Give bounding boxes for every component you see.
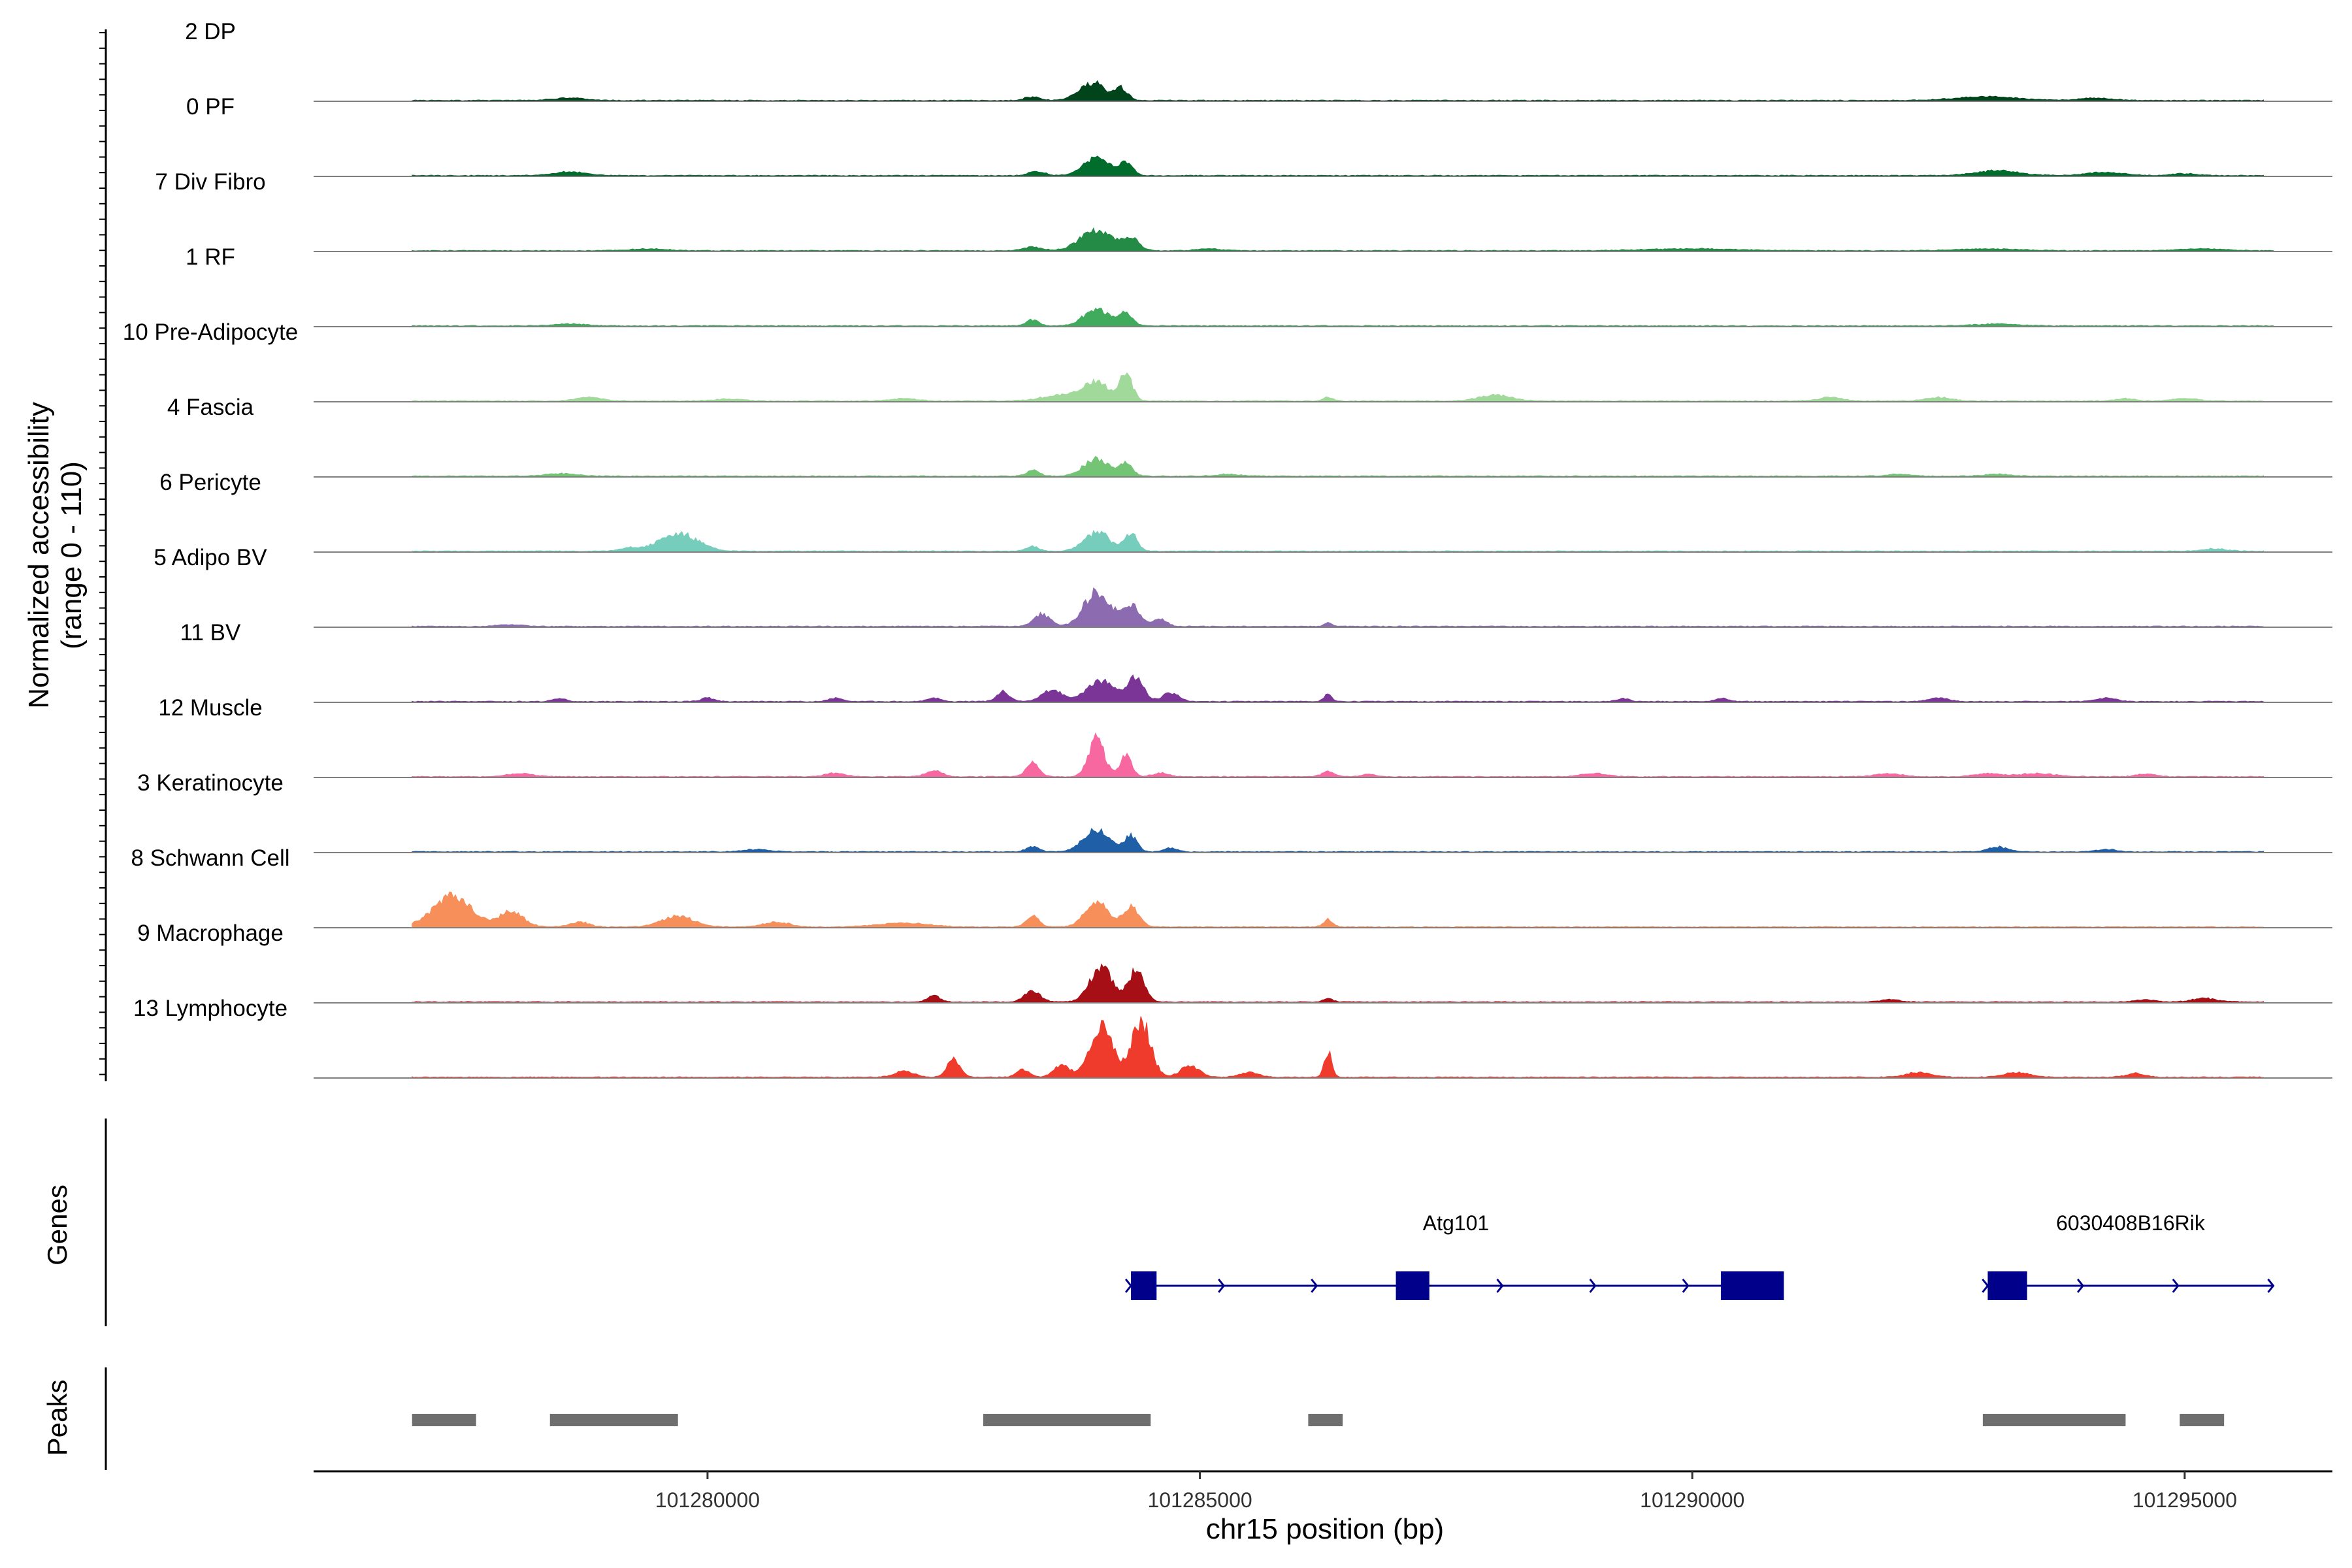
coverage-area	[412, 308, 2274, 327]
gene-2: 6030408B16Rik	[1982, 1211, 2275, 1300]
coverage-area	[412, 80, 2264, 102]
track-8: 5 Adipo BV	[154, 545, 2332, 628]
track-10: 12 Muscle	[158, 695, 2332, 778]
x-axis-title: chr15 position (bp)	[1206, 1513, 1444, 1545]
coverage-area	[412, 227, 2274, 252]
track-label: 0 PF	[186, 94, 235, 120]
peaks-track-title: Peaks	[42, 1380, 73, 1456]
peak-bar	[1982, 1414, 2126, 1426]
strand-arrow	[2172, 1279, 2180, 1293]
coverage-area	[412, 674, 2264, 703]
x-tick-label: 101295000	[2132, 1488, 2237, 1512]
coverage-area	[412, 732, 2264, 778]
genes-track-title: Genes	[42, 1184, 73, 1266]
strand-arrow	[2076, 1279, 2085, 1293]
track-label: 12 Muscle	[158, 695, 263, 721]
track-13: 9 Macrophage	[137, 921, 2332, 1004]
gene-label: Atg101	[1423, 1211, 1489, 1235]
track-label: 3 Keratinocyte	[137, 770, 284, 796]
coverage-area	[412, 372, 2264, 402]
track-label: 4 Fascia	[167, 395, 254, 420]
track-label: 13 Lymphocyte	[133, 996, 287, 1021]
peak-bar	[2180, 1414, 2225, 1426]
track-12: 8 Schwann Cell	[131, 845, 2332, 928]
gene-1: Atg101	[1124, 1211, 1784, 1300]
coverage-area	[412, 455, 2264, 478]
strand-arrow	[2267, 1279, 2275, 1293]
coverage-tracks: 2 DP 0 PF 7 Div Fibro 1 RF 10 Pre-Adipocyte 4…	[123, 19, 2332, 1079]
coverage-area	[412, 891, 2264, 928]
strand-arrow	[1218, 1279, 1226, 1293]
gene-label: 6030408B16Rik	[2056, 1211, 2206, 1235]
track-4: 1 RF	[186, 244, 2332, 327]
track-label: 7 Div Fibro	[155, 169, 265, 195]
y-axis-title-line2: (range 0 - 110)	[56, 461, 88, 649]
strand-arrow	[1311, 1279, 1318, 1293]
track-3: 7 Div Fibro	[155, 169, 2332, 252]
track-6: 4 Fascia	[167, 395, 2332, 478]
track-label: 10 Pre-Adipocyte	[123, 319, 298, 345]
x-tick-label: 101285000	[1147, 1488, 1252, 1512]
strand-arrow	[1496, 1279, 1504, 1293]
exon	[1396, 1271, 1429, 1300]
track-11: 3 Keratinocyte	[137, 770, 2332, 853]
coverage-area	[412, 828, 2264, 853]
strand-arrow	[1982, 1279, 1989, 1293]
strand-arrow	[1124, 1279, 1132, 1293]
peak-track	[105, 1367, 2225, 1470]
x-tick-label: 101290000	[1640, 1488, 1744, 1512]
coverage-area	[412, 963, 2264, 1004]
coverage-area	[412, 587, 2264, 628]
coverage-area	[412, 155, 2264, 177]
strand-arrow	[1682, 1279, 1690, 1293]
gene-track: Atg101 6030408B16Rik	[105, 1119, 2275, 1326]
track-2: 0 PF	[186, 94, 2332, 177]
track-7: 6 Pericyte	[159, 470, 2332, 553]
track-1: 2 DP	[185, 19, 2332, 102]
track-label: 11 BV	[180, 620, 241, 645]
coverage-area	[412, 530, 2264, 553]
peak-bar	[1308, 1414, 1343, 1426]
x-tick-label: 101280000	[655, 1488, 760, 1512]
exon	[1720, 1271, 1784, 1300]
track-label: 1 RF	[186, 244, 235, 270]
track-14: 13 Lymphocyte	[133, 996, 2332, 1079]
strand-arrow	[1589, 1279, 1597, 1293]
track-label: 8 Schwann Cell	[131, 845, 289, 871]
exon	[1987, 1271, 2027, 1300]
track-label: 9 Macrophage	[137, 921, 284, 946]
peak-bar	[412, 1414, 476, 1426]
track-label: 6 Pericyte	[159, 470, 261, 495]
track-label: 2 DP	[185, 19, 236, 44]
y-axis-title-line1: Normalized accessibility	[23, 402, 55, 708]
x-axis: 101280000 101285000 101290000 101295000	[99, 29, 2332, 1512]
track-5: 10 Pre-Adipocyte	[123, 319, 2332, 402]
coverage-area	[412, 1016, 2264, 1079]
peak-bar	[549, 1414, 678, 1426]
track-9: 11 BV	[180, 620, 2332, 703]
track-label: 5 Adipo BV	[154, 545, 267, 570]
peak-bar	[983, 1414, 1151, 1426]
exon	[1131, 1271, 1157, 1300]
